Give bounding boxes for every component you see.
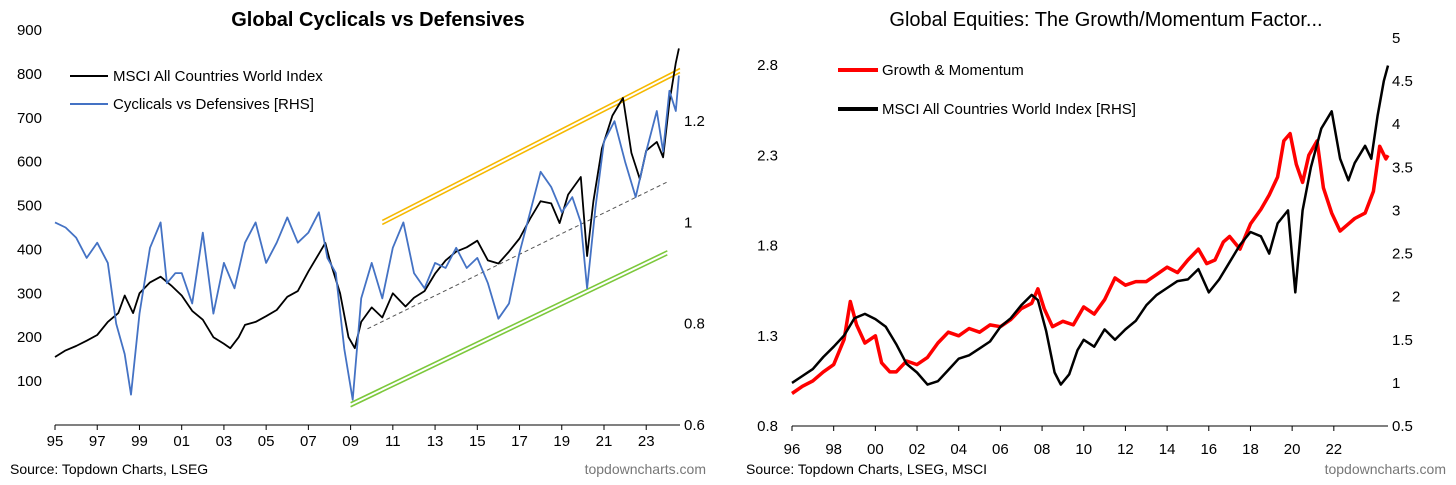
y-right-tick-label: 3.5: [1392, 159, 1413, 176]
x-tick-label: 06: [992, 441, 1009, 458]
x-tick-label: 08: [1034, 441, 1051, 458]
x-tick-label: 21: [596, 433, 613, 450]
series-line-1: [54, 75, 680, 401]
chart-growth-momentum: Global Equities: The Growth/Momentum Fac…: [746, 9, 1446, 477]
y-left-tick-label: 600: [17, 154, 42, 171]
legend-label-0: MSCI All Countries World Index: [113, 68, 323, 85]
y-left-tick-label: 400: [17, 241, 42, 258]
x-tick-label: 07: [300, 433, 317, 450]
watermark: topdowncharts.com: [585, 461, 706, 477]
x-tick-label: 14: [1159, 441, 1176, 458]
trend-line-lower-channel: [350, 250, 668, 404]
x-tick-label: 18: [1242, 441, 1259, 458]
chart-title: Global Cyclicals vs Defensives: [231, 9, 525, 31]
x-tick-label: 96: [784, 441, 801, 458]
y-right-tick-label: 4: [1392, 116, 1400, 133]
legend-label-0: Growth & Momentum: [882, 62, 1024, 79]
chart-title: Global Equities: The Growth/Momentum Fac…: [889, 9, 1322, 31]
source-note: Source: Topdown Charts, LSEG: [10, 461, 208, 477]
y-right-tick-label: 1: [684, 214, 692, 231]
x-tick-label: 99: [131, 433, 148, 450]
chart-cyclicals-vs-defensives: Global Cyclicals vs Defensives 95 97 99 01 03…: [10, 9, 706, 477]
x-tick-label: 04: [950, 441, 967, 458]
x-tick-label: 97: [89, 433, 106, 450]
y-left-tick-label: 2.3: [757, 147, 778, 164]
x-tick-label: 05: [258, 433, 275, 450]
y-left-tick-label: 0.8: [757, 418, 778, 435]
x-tick-label: 15: [469, 433, 486, 450]
legend-label-1: Cyclicals vs Defensives [RHS]: [113, 96, 314, 113]
x-tick-label: 03: [216, 433, 233, 450]
x-tick-label: 01: [173, 433, 190, 450]
x-tick-label: 20: [1284, 441, 1301, 458]
x-tick-label: 22: [1325, 441, 1342, 458]
y-left-tick-label: 300: [17, 285, 42, 302]
x-tick-label: 09: [342, 433, 359, 450]
trend-line-upper-channel-parallel: [381, 71, 681, 226]
chart-panel-growth-momentum: Global Equities: The Growth/Momentum Fac…: [728, 0, 1456, 480]
y-right-tick-label: 5: [1392, 30, 1400, 47]
x-tick-label: 11: [385, 433, 401, 450]
y-left-tick-label: 500: [17, 198, 42, 215]
x-tick-label: 12: [1117, 441, 1134, 458]
series-line-1: [791, 65, 1390, 386]
y-right-tick-label: 0.5: [1392, 418, 1413, 435]
x-tick-label: 19: [553, 433, 570, 450]
y-left-tick-label: 700: [17, 110, 42, 127]
x-tick-label: 02: [909, 441, 926, 458]
y-left-tick-label: 900: [17, 22, 42, 39]
x-tick-label: 23: [638, 433, 655, 450]
series-line-0: [791, 131, 1390, 395]
y-left-tick-label: 200: [17, 329, 42, 346]
y-right-tick-label: 0.6: [684, 417, 705, 434]
y-right-tick-label: 4.5: [1392, 73, 1413, 90]
y-left-tick-label: 800: [17, 66, 42, 83]
x-tick-label: 13: [427, 433, 444, 450]
y-right-tick-label: 1.5: [1392, 332, 1413, 349]
y-right-tick-label: 2.5: [1392, 246, 1413, 263]
y-right-tick-label: 1.2: [684, 113, 705, 130]
trend-line-upper-channel: [381, 67, 681, 222]
chart-panel-cyclicals: Global Cyclicals vs Defensives 95 97 99 01 03…: [0, 0, 728, 480]
y-left-tick-label: 1.3: [757, 328, 778, 345]
x-tick-label: 17: [511, 433, 528, 450]
watermark: topdowncharts.com: [1325, 461, 1446, 477]
y-right-tick-label: 0.8: [684, 316, 705, 333]
trend-line-lower-channel-parallel: [350, 254, 668, 408]
trend-line-mid-trend: [367, 181, 668, 330]
y-left-tick-label: 2.8: [757, 57, 778, 74]
x-tick-label: 10: [1075, 441, 1092, 458]
series-line-0: [54, 48, 680, 358]
legend-label-1: MSCI All Countries World Index [RHS]: [882, 101, 1136, 118]
source-note: Source: Topdown Charts, LSEG, MSCI: [746, 461, 987, 477]
y-left-tick-label: 100: [17, 373, 42, 390]
x-tick-label: 98: [825, 441, 842, 458]
y-right-tick-label: 2: [1392, 289, 1400, 306]
y-right-tick-label: 3: [1392, 202, 1400, 219]
x-tick-label: 95: [47, 433, 64, 450]
y-left-tick-label: 1.8: [757, 238, 778, 255]
y-right-tick-label: 1: [1392, 375, 1400, 392]
x-tick-label: 00: [867, 441, 884, 458]
x-tick-label: 16: [1200, 441, 1217, 458]
